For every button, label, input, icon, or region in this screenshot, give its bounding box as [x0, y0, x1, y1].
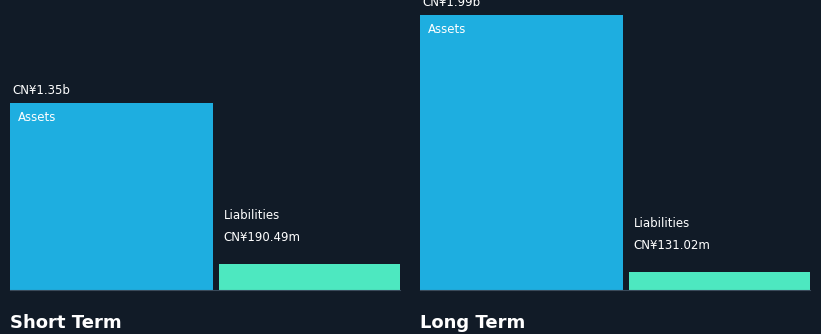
Text: Short Term: Short Term: [10, 314, 122, 332]
Bar: [10, 104, 213, 290]
Bar: [420, 15, 623, 290]
Text: Assets: Assets: [18, 112, 57, 125]
Text: Assets: Assets: [428, 23, 466, 36]
Text: CN¥190.49m: CN¥190.49m: [223, 231, 300, 244]
Text: CN¥1.99b: CN¥1.99b: [422, 0, 480, 9]
Text: Liabilities: Liabilities: [634, 217, 690, 230]
Text: CN¥1.35b: CN¥1.35b: [12, 85, 70, 98]
Bar: [218, 264, 400, 290]
Bar: [629, 272, 810, 290]
Text: CN¥131.02m: CN¥131.02m: [634, 239, 710, 252]
Text: Liabilities: Liabilities: [223, 209, 280, 222]
Text: Long Term: Long Term: [420, 314, 525, 332]
